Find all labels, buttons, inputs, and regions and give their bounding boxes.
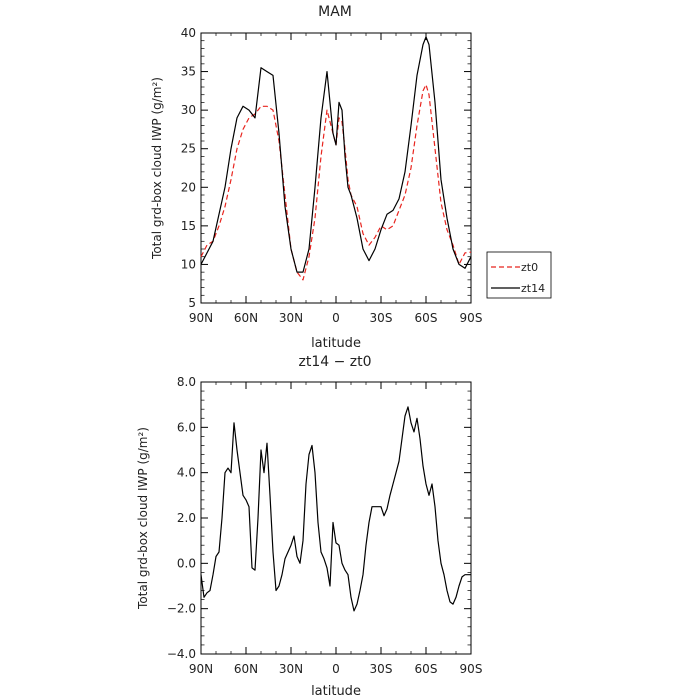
x-tick-label: 90N bbox=[189, 662, 213, 676]
y-tick-label: 4.0 bbox=[177, 466, 196, 480]
top-x-axis: 90N 60N 30N 0 30S 60S 90S bbox=[189, 33, 483, 325]
x-tick-label: 60N bbox=[234, 311, 258, 325]
y-tick-label: 30 bbox=[181, 103, 196, 117]
x-tick-label: 0 bbox=[332, 662, 340, 676]
x-tick-label: 30N bbox=[279, 311, 303, 325]
top-plot-frame bbox=[200, 32, 472, 304]
y-tick-label: 8.0 bbox=[177, 375, 196, 389]
y-tick-label: −2.0 bbox=[167, 602, 196, 616]
bottom-panel: zt14 − zt0 90N 60N 30N 0 30S 60S 90S −4.0 −2.0 0… bbox=[136, 354, 482, 699]
top-x-axis-label: latitude bbox=[311, 336, 361, 351]
bottom-y-axis: −4.0 −2.0 0.0 2.0 4.0 6.0 8.0 bbox=[167, 375, 471, 661]
x-tick-label: 60S bbox=[415, 662, 438, 676]
top-legend: zt0 zt14 bbox=[486, 251, 552, 299]
y-tick-label: 15 bbox=[181, 219, 196, 233]
top-panel: MAM 90N 60N 30N 0 30S 60S 90S 510152025303540 … bbox=[150, 4, 552, 351]
bottom-plot-frame bbox=[200, 381, 472, 655]
x-tick-label: 30S bbox=[370, 662, 393, 676]
top-y-axis-label: Total grd-box cloud IWP (g/m²) bbox=[150, 77, 164, 260]
y-tick-label: 25 bbox=[181, 142, 196, 156]
top-series-group bbox=[200, 36, 472, 281]
y-tick-label: −4.0 bbox=[167, 647, 196, 661]
top-chart-title: MAM bbox=[318, 4, 352, 20]
x-tick-label: 60S bbox=[415, 311, 438, 325]
y-tick-label: 6.0 bbox=[177, 420, 196, 434]
bottom-series-group bbox=[200, 406, 471, 612]
series-line-panel1-diff bbox=[200, 406, 471, 612]
y-tick-label: 2.0 bbox=[177, 511, 196, 525]
bottom-x-axis: 90N 60N 30N 0 30S 60S 90S bbox=[189, 382, 483, 676]
x-tick-label: 30N bbox=[279, 662, 303, 676]
x-tick-label: 30S bbox=[370, 311, 393, 325]
legend-label-zt0: zt0 bbox=[521, 261, 538, 274]
top-y-axis: 5 10 15 20 25 30 35 40 bbox=[181, 26, 471, 310]
y-tick-label: 20 bbox=[181, 180, 196, 194]
bottom-x-axis-label: latitude bbox=[311, 684, 361, 699]
series-line-zt0 bbox=[200, 84, 472, 281]
y-tick-label: 40 bbox=[181, 26, 196, 40]
x-tick-label: 90S bbox=[460, 311, 483, 325]
bottom-chart-title: zt14 − zt0 bbox=[298, 354, 371, 370]
y-tick-label: 35 bbox=[181, 65, 196, 79]
legend-label-zt14: zt14 bbox=[521, 282, 545, 295]
y-tick-label: 5 bbox=[188, 296, 196, 310]
x-tick-label: 0 bbox=[332, 311, 340, 325]
bottom-y-axis-label: Total grd-box cloud IWP (g/m²) bbox=[136, 427, 150, 610]
x-tick-label: 90N bbox=[189, 311, 213, 325]
x-tick-label: 90S bbox=[460, 662, 483, 676]
y-tick-label: 0.0 bbox=[177, 556, 196, 570]
y-tick-label: 10 bbox=[181, 257, 196, 271]
legend-box bbox=[486, 251, 552, 299]
series-line-zt14 bbox=[200, 36, 472, 273]
x-tick-label: 60N bbox=[234, 662, 258, 676]
